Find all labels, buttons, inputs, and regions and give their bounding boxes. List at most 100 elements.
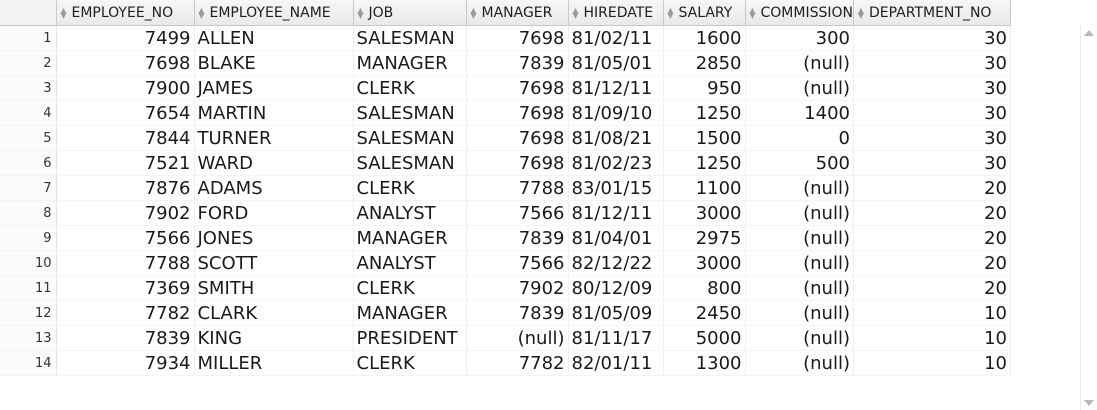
cell-commission[interactable]: (null) xyxy=(745,200,854,226)
cell-hiredate[interactable]: 81/05/01 xyxy=(568,50,664,76)
vertical-scrollbar[interactable] xyxy=(1080,25,1097,410)
table-row[interactable]: 6 7521 WARD SALESMAN 7698 81/02/23 1250 500 30 xyxy=(0,150,1011,176)
column-header-salary[interactable]: ▲ ▼ SALARY xyxy=(663,0,746,26)
column-header-department-no[interactable]: ▲ ▼ DEPARTMENT_NO xyxy=(853,0,1011,26)
cell-employee-no[interactable]: 7521 xyxy=(56,150,195,176)
cell-manager[interactable]: 7566 xyxy=(466,200,569,226)
row-number[interactable]: 4 xyxy=(0,100,57,126)
cell-job[interactable]: MANAGER xyxy=(353,50,467,76)
column-header-manager[interactable]: ▲ ▼ MANAGER xyxy=(466,0,569,26)
cell-employee-no[interactable]: 7839 xyxy=(56,325,195,351)
cell-manager[interactable]: 7698 xyxy=(466,100,569,126)
cell-hiredate[interactable]: 81/05/09 xyxy=(568,300,664,326)
row-number[interactable]: 7 xyxy=(0,175,57,201)
cell-hiredate[interactable]: 80/12/09 xyxy=(568,275,664,301)
cell-manager[interactable]: (null) xyxy=(466,325,569,351)
cell-manager[interactable]: 7839 xyxy=(466,300,569,326)
column-header-commission[interactable]: ▲ ▼ COMMISSION xyxy=(745,0,854,26)
cell-job[interactable]: SALESMAN xyxy=(353,100,467,126)
cell-department-no[interactable]: 30 xyxy=(853,125,1011,151)
cell-manager[interactable]: 7839 xyxy=(466,225,569,251)
cell-department-no[interactable]: 30 xyxy=(853,100,1011,126)
cell-employee-no[interactable]: 7900 xyxy=(56,75,195,101)
cell-employee-name[interactable]: FORD xyxy=(194,200,354,226)
table-row[interactable]: 2 7698 BLAKE MANAGER 7839 81/05/01 2850 (null) 3… xyxy=(0,50,1011,76)
cell-hiredate[interactable]: 82/12/22 xyxy=(568,250,664,276)
cell-department-no[interactable]: 30 xyxy=(853,25,1011,51)
cell-employee-name[interactable]: KING xyxy=(194,325,354,351)
cell-department-no[interactable]: 30 xyxy=(853,75,1011,101)
sort-arrows-icon[interactable]: ▲ ▼ xyxy=(572,5,579,20)
cell-employee-name[interactable]: MARTIN xyxy=(194,100,354,126)
cell-job[interactable]: MANAGER xyxy=(353,225,467,251)
cell-salary[interactable]: 950 xyxy=(663,75,746,101)
table-row[interactable]: 13 7839 KING PRESIDENT (null) 81/11/17 5000 (nu… xyxy=(0,325,1011,351)
row-number[interactable]: 5 xyxy=(0,125,57,151)
cell-employee-no[interactable]: 7844 xyxy=(56,125,195,151)
cell-salary[interactable]: 1250 xyxy=(663,100,746,126)
column-header-employee-no[interactable]: ▲ ▼ EMPLOYEE_NO xyxy=(56,0,195,26)
row-number[interactable]: 14 xyxy=(0,350,57,376)
cell-department-no[interactable]: 10 xyxy=(853,325,1011,351)
cell-employee-name[interactable]: BLAKE xyxy=(194,50,354,76)
cell-employee-no[interactable]: 7902 xyxy=(56,200,195,226)
cell-hiredate[interactable]: 81/04/01 xyxy=(568,225,664,251)
cell-job[interactable]: CLERK xyxy=(353,75,467,101)
cell-salary[interactable]: 2975 xyxy=(663,225,746,251)
cell-employee-name[interactable]: ADAMS xyxy=(194,175,354,201)
cell-commission[interactable]: (null) xyxy=(745,350,854,376)
cell-salary[interactable]: 3000 xyxy=(663,200,746,226)
cell-job[interactable]: ANALYST xyxy=(353,250,467,276)
cell-department-no[interactable]: 20 xyxy=(853,200,1011,226)
sort-arrows-icon[interactable]: ▲ ▼ xyxy=(60,5,67,20)
sort-arrows-icon[interactable]: ▲ ▼ xyxy=(198,5,205,20)
cell-commission[interactable]: (null) xyxy=(745,75,854,101)
cell-salary[interactable]: 3000 xyxy=(663,250,746,276)
row-number[interactable]: 9 xyxy=(0,225,57,251)
cell-employee-name[interactable]: CLARK xyxy=(194,300,354,326)
cell-manager[interactable]: 7782 xyxy=(466,350,569,376)
cell-manager[interactable]: 7788 xyxy=(466,175,569,201)
cell-employee-name[interactable]: JAMES xyxy=(194,75,354,101)
cell-employee-name[interactable]: SCOTT xyxy=(194,250,354,276)
cell-hiredate[interactable]: 81/02/11 xyxy=(568,25,664,51)
row-number[interactable]: 10 xyxy=(0,250,57,276)
cell-commission[interactable]: 500 xyxy=(745,150,854,176)
cell-hiredate[interactable]: 81/09/10 xyxy=(568,100,664,126)
cell-employee-name[interactable]: SMITH xyxy=(194,275,354,301)
cell-commission[interactable]: 300 xyxy=(745,25,854,51)
cell-salary[interactable]: 5000 xyxy=(663,325,746,351)
cell-salary[interactable]: 2450 xyxy=(663,300,746,326)
column-header-hiredate[interactable]: ▲ ▼ HIREDATE xyxy=(568,0,664,26)
table-row[interactable]: 10 7788 SCOTT ANALYST 7566 82/12/22 3000 (null)… xyxy=(0,250,1011,276)
cell-department-no[interactable]: 10 xyxy=(853,300,1011,326)
cell-job[interactable]: CLERK xyxy=(353,275,467,301)
table-row[interactable]: 3 7900 JAMES CLERK 7698 81/12/11 950 (null) 30 xyxy=(0,75,1011,101)
row-number[interactable]: 13 xyxy=(0,325,57,351)
cell-manager[interactable]: 7698 xyxy=(466,25,569,51)
cell-employee-name[interactable]: ALLEN xyxy=(194,25,354,51)
cell-salary[interactable]: 1300 xyxy=(663,350,746,376)
cell-manager[interactable]: 7839 xyxy=(466,50,569,76)
cell-employee-name[interactable]: JONES xyxy=(194,225,354,251)
sort-arrows-icon[interactable]: ▲ ▼ xyxy=(470,5,477,20)
cell-manager[interactable]: 7698 xyxy=(466,75,569,101)
cell-commission[interactable]: (null) xyxy=(745,300,854,326)
sort-arrows-icon[interactable]: ▲ ▼ xyxy=(667,5,674,20)
cell-job[interactable]: CLERK xyxy=(353,175,467,201)
cell-employee-no[interactable]: 7499 xyxy=(56,25,195,51)
cell-employee-no[interactable]: 7654 xyxy=(56,100,195,126)
cell-commission[interactable]: (null) xyxy=(745,250,854,276)
cell-hiredate[interactable]: 82/01/11 xyxy=(568,350,664,376)
cell-employee-no[interactable]: 7934 xyxy=(56,350,195,376)
table-row[interactable]: 14 7934 MILLER CLERK 7782 82/01/11 1300 (null) 1… xyxy=(0,350,1011,376)
cell-manager[interactable]: 7698 xyxy=(466,150,569,176)
cell-commission[interactable]: (null) xyxy=(745,50,854,76)
cell-department-no[interactable]: 20 xyxy=(853,175,1011,201)
cell-salary[interactable]: 2850 xyxy=(663,50,746,76)
table-row[interactable]: 5 7844 TURNER SALESMAN 7698 81/08/21 1500 0 30 xyxy=(0,125,1011,151)
cell-salary[interactable]: 1500 xyxy=(663,125,746,151)
cell-employee-no[interactable]: 7698 xyxy=(56,50,195,76)
cell-employee-name[interactable]: MILLER xyxy=(194,350,354,376)
cell-hiredate[interactable]: 83/01/15 xyxy=(568,175,664,201)
